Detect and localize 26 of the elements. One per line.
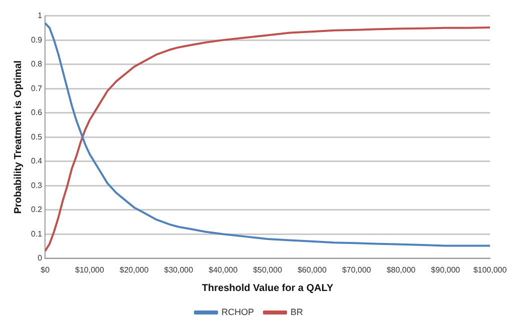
x-tick-label: $30,000 — [164, 265, 194, 274]
y-tick-label: 0.6 — [30, 108, 43, 118]
y-tick-label: 0.8 — [30, 60, 43, 69]
x-axis-title: Threshold Value for a QALY — [202, 282, 334, 294]
legend-label: BR — [290, 306, 304, 317]
x-tick-label: $70,000 — [342, 265, 372, 274]
y-tick-label: 1 — [38, 11, 43, 20]
y-tick-label: 0.2 — [30, 205, 43, 214]
x-tick-label: $90,000 — [431, 265, 461, 274]
x-tick-label: $50,000 — [253, 265, 283, 274]
y-tick-label: 0.3 — [30, 180, 43, 190]
x-tick-label: $10,000 — [75, 265, 105, 274]
x-tick-label: $0 — [40, 265, 50, 274]
x-tick-label: $60,000 — [298, 265, 328, 274]
y-tick-label: 0.4 — [30, 156, 43, 166]
y-axis-title: Probability Treatment is Optimal — [12, 60, 24, 214]
y-tick-label: 0.5 — [30, 132, 43, 142]
x-tick-label: $100,000 — [473, 265, 508, 274]
y-tick-label: 0 — [38, 254, 43, 263]
x-tick-label: $40,000 — [208, 265, 238, 274]
y-tick-label: 0.1 — [30, 229, 43, 238]
x-tick-label: $20,000 — [120, 265, 150, 274]
legend-label: RCHOP — [222, 306, 254, 317]
y-tick-label: 0.7 — [30, 84, 43, 93]
x-tick-label: $80,000 — [386, 265, 416, 274]
y-tick-label: 0.9 — [30, 35, 43, 44]
